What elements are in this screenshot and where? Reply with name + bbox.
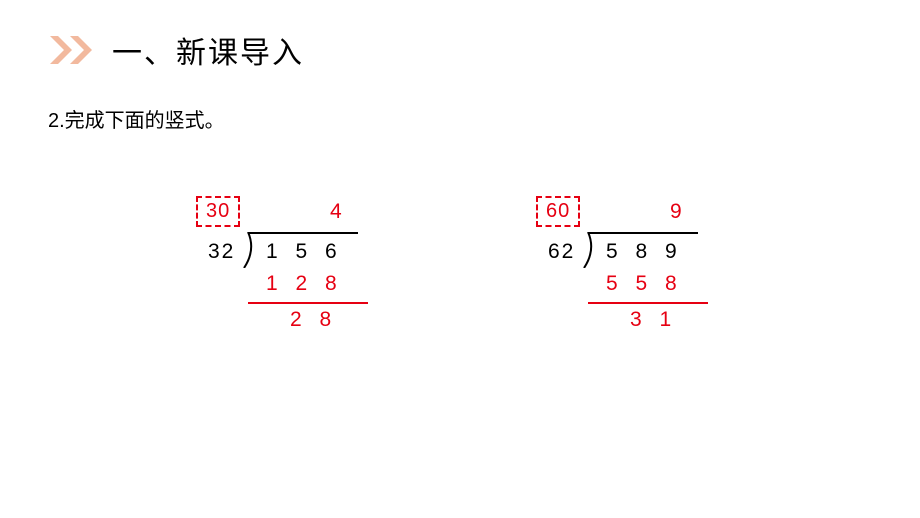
remainder-value: 2 8 <box>290 308 337 332</box>
divisor: 62 <box>548 240 575 264</box>
divisor: 32 <box>208 240 235 264</box>
quotient: 9 <box>670 200 682 224</box>
division-bar <box>248 232 358 234</box>
quotient: 4 <box>330 200 342 224</box>
remainder-value: 3 1 <box>630 308 677 332</box>
division-bracket-icon <box>580 232 598 268</box>
section-title: 一、新课导入 <box>112 28 304 72</box>
subtract-bar <box>248 302 368 304</box>
subtract-value: 1 2 8 <box>266 272 343 296</box>
division-problem: 60 9 62 5 8 9 5 5 8 3 1 <box>530 190 730 360</box>
estimate-box: 60 <box>536 196 580 227</box>
section-header: 一、新课导入 <box>48 28 304 72</box>
dividend: 5 8 9 <box>606 240 683 264</box>
chevron-icon <box>48 34 100 66</box>
subtract-value: 5 5 8 <box>606 272 683 296</box>
division-bar <box>588 232 698 234</box>
prompt-text: 2.完成下面的竖式。 <box>48 104 225 133</box>
division-bracket-icon <box>240 232 258 268</box>
problems-row: 30 4 32 1 5 6 1 2 8 2 8 60 9 62 5 8 9 5 … <box>0 190 920 360</box>
dividend: 1 5 6 <box>266 240 343 264</box>
estimate-box: 30 <box>196 196 240 227</box>
subtract-bar <box>588 302 708 304</box>
division-problem: 30 4 32 1 5 6 1 2 8 2 8 <box>190 190 390 360</box>
